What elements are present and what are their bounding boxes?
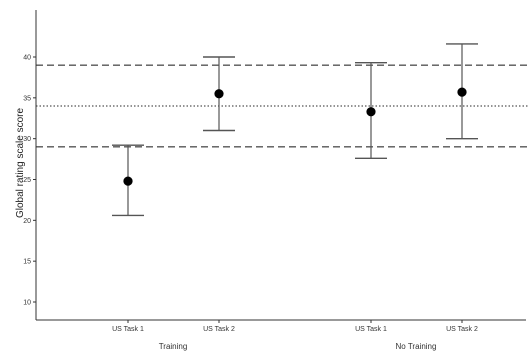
data-point xyxy=(457,87,467,97)
group-label: No Training xyxy=(396,342,437,351)
y-tick-label: 10 xyxy=(23,300,31,307)
y-tick-label: 20 xyxy=(23,218,31,225)
axes xyxy=(35,10,526,321)
group-label: Training xyxy=(159,342,188,351)
y-tick-label: 30 xyxy=(23,136,31,143)
data-point xyxy=(366,107,376,117)
error-bars xyxy=(112,43,478,217)
y-tick-label: 25 xyxy=(23,177,31,184)
y-axis-ticks: 10 15 20 25 30 35 40 xyxy=(23,55,36,307)
y-axis-title: Global rating scale score xyxy=(15,108,26,218)
data-point xyxy=(123,176,133,186)
x-axis-ticks: US Task 1 US Task 2 US Task 1 US Task 2 Trai… xyxy=(112,320,478,351)
x-tick-label: US Task 2 xyxy=(446,326,478,333)
x-tick-label: US Task 2 xyxy=(203,326,235,333)
data-points xyxy=(123,87,467,186)
data-point xyxy=(214,89,224,99)
x-tick-label: US Task 1 xyxy=(355,326,387,333)
y-tick-label: 40 xyxy=(23,55,31,62)
y-tick-label: 35 xyxy=(23,95,31,102)
x-tick-label: US Task 1 xyxy=(112,326,144,333)
reference-lines xyxy=(36,64,529,148)
y-tick-label: 15 xyxy=(23,259,31,266)
